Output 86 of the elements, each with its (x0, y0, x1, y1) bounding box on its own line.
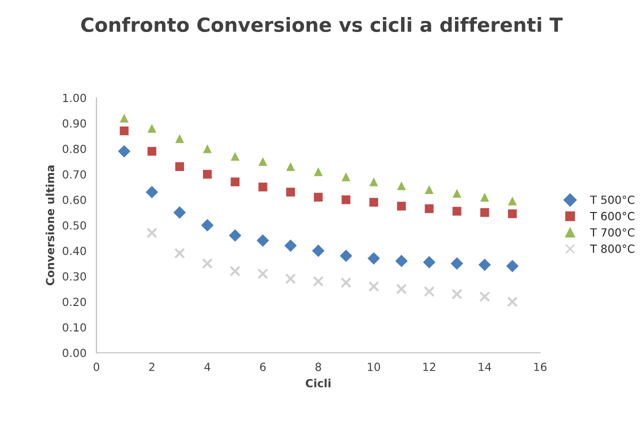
point (312, 276, 324, 287)
point (369, 178, 378, 186)
point (286, 162, 295, 171)
x-tick-label: 6 (260, 362, 266, 372)
point (424, 286, 435, 297)
point (258, 157, 268, 166)
chart-title: Confronto Conversione vs cicli a differenti T (81, 17, 563, 32)
legend-label: T 500°C (590, 196, 634, 204)
y-tick-label: 0.60 (62, 196, 86, 204)
y-tick-label: 1.00 (63, 94, 86, 102)
y-tick-label: 0.70 (62, 170, 86, 179)
x-tick-label: 10 (368, 362, 380, 372)
point (314, 192, 323, 202)
point (368, 252, 380, 265)
point (230, 266, 241, 277)
point (342, 172, 350, 182)
point (342, 195, 350, 204)
point (452, 206, 462, 216)
point (369, 198, 378, 207)
y-axis-title: Conversione ultima (46, 166, 54, 286)
x-tick-label: 0 (94, 362, 100, 372)
point (175, 134, 184, 143)
point (508, 196, 517, 206)
y-tick-label: 0.00 (62, 348, 86, 358)
point (120, 126, 129, 136)
y-tick-label: 0.10 (62, 323, 86, 332)
point (450, 257, 464, 270)
point (202, 144, 212, 154)
legend-label: T 600°C (590, 212, 634, 220)
point (396, 284, 407, 294)
point (146, 186, 158, 198)
point (175, 162, 184, 171)
point (424, 204, 434, 214)
x-tick-label: 12 (423, 362, 436, 371)
point (312, 244, 324, 257)
point (257, 268, 268, 280)
point (478, 258, 491, 271)
point (506, 260, 519, 272)
point (173, 206, 186, 219)
x-axis-title: Cicli (306, 378, 330, 388)
y-tick-label: 0.50 (62, 221, 86, 230)
point (395, 254, 408, 268)
y-tick-label: 0.20 (62, 298, 86, 306)
point (148, 146, 156, 156)
point (286, 188, 295, 196)
point (256, 234, 270, 247)
point (230, 178, 240, 186)
point (422, 256, 436, 268)
x-tick-label: 16 (534, 362, 546, 372)
point (340, 250, 352, 262)
x-tick-label: 14 (478, 362, 492, 371)
point (508, 209, 517, 218)
y-tick-label: 0.40 (62, 246, 86, 256)
x-tick-label: 8 (316, 362, 322, 372)
y-tick-label: 0.90 (62, 119, 86, 128)
point (202, 258, 213, 269)
x-tick-label: 2 (149, 362, 154, 371)
legend-label: T 800°C (590, 244, 634, 253)
x-tick-label: 4 (204, 362, 210, 371)
y-tick-label: 0.80 (62, 144, 86, 154)
point (284, 239, 297, 252)
point (201, 219, 214, 232)
point (230, 152, 240, 161)
point (479, 291, 490, 302)
point (258, 182, 268, 192)
point (368, 281, 380, 292)
point (228, 229, 242, 242)
point (340, 277, 352, 288)
point (148, 124, 156, 133)
point (118, 145, 130, 158)
point (451, 288, 462, 300)
point (397, 202, 406, 211)
point (397, 181, 406, 190)
point (452, 188, 462, 198)
point (480, 192, 490, 202)
legend-label: T 700°C (590, 228, 634, 237)
point (146, 227, 158, 238)
point (314, 167, 323, 176)
point (202, 170, 212, 179)
y-tick-label: 0.30 (62, 272, 86, 281)
point (174, 248, 186, 259)
point (285, 273, 296, 284)
point (424, 185, 434, 194)
point (480, 208, 490, 217)
point (120, 114, 129, 123)
point (506, 296, 518, 308)
